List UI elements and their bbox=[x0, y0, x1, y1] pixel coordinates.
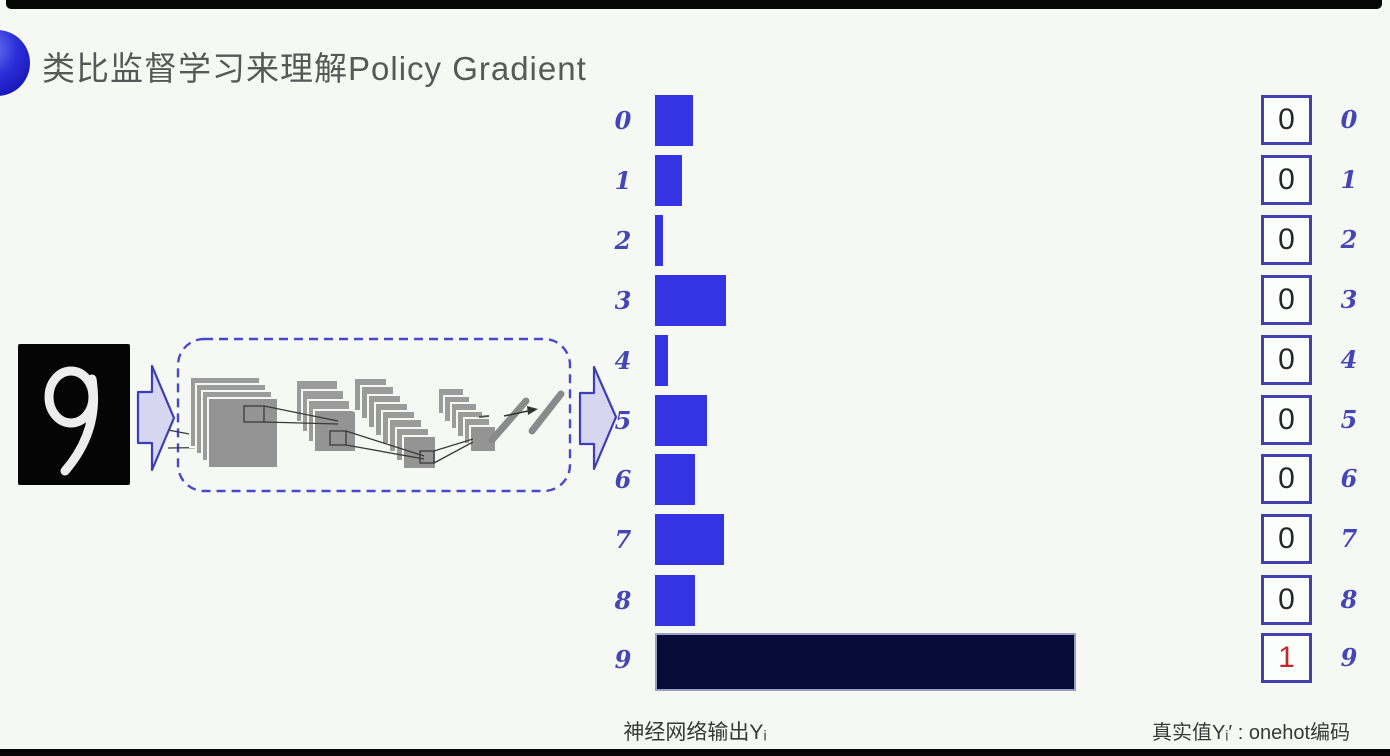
dense-arrow-icon bbox=[527, 406, 538, 415]
onehot-category-label-7: 7 bbox=[1340, 524, 1358, 553]
onehot-value-9: 1 bbox=[1278, 641, 1295, 674]
cnn-dashed-border bbox=[176, 337, 572, 493]
onehot-category-label-9: 9 bbox=[1340, 643, 1358, 672]
output-bar-8 bbox=[655, 575, 695, 626]
onehot-box-4: 0 bbox=[1261, 335, 1312, 385]
onehot-box-8: 0 bbox=[1261, 575, 1312, 625]
output-bar-7 bbox=[655, 514, 724, 565]
onehot-box-0: 0 bbox=[1261, 95, 1312, 145]
conv-stack-1 bbox=[189, 376, 279, 469]
onehot-category-label-3: 3 bbox=[1340, 285, 1358, 314]
kernel-connector-lines bbox=[243, 405, 474, 464]
onehot-category-label-8: 8 bbox=[1340, 585, 1358, 614]
onehot-category-label-0: 0 bbox=[1340, 105, 1358, 134]
conv-stack-4 bbox=[437, 387, 497, 453]
bottom-frame-bar bbox=[0, 749, 1390, 756]
onehot-value-3: 0 bbox=[1278, 283, 1295, 316]
dense-layers bbox=[478, 390, 565, 444]
onehot-category-label-4: 4 bbox=[1340, 345, 1358, 374]
bar-category-label-9: 9 bbox=[614, 645, 632, 674]
input-arrow-icon bbox=[136, 364, 176, 472]
output-bar-3 bbox=[655, 275, 726, 326]
onehot-category-label-1: 1 bbox=[1340, 165, 1358, 194]
onehot-value-2: 0 bbox=[1278, 223, 1295, 256]
bar-category-label-2: 2 bbox=[614, 226, 632, 255]
onehot-box-1: 0 bbox=[1261, 155, 1312, 205]
bar-category-label-1: 1 bbox=[614, 166, 632, 195]
onehot-box-3: 0 bbox=[1261, 275, 1312, 325]
output-bar-2 bbox=[655, 215, 663, 266]
onehot-value-1: 0 bbox=[1278, 163, 1295, 196]
cnn-diagram bbox=[167, 337, 572, 493]
onehot-box-2: 0 bbox=[1261, 215, 1312, 265]
output-bar-6 bbox=[655, 454, 695, 505]
output-bar-0 bbox=[655, 95, 693, 146]
output-bar-9 bbox=[655, 633, 1076, 691]
onehot-category-label-5: 5 bbox=[1340, 405, 1358, 434]
onehot-value-4: 0 bbox=[1278, 343, 1295, 376]
onehot-value-7: 0 bbox=[1278, 522, 1295, 555]
bar-category-label-7: 7 bbox=[614, 525, 632, 554]
top-frame-bar bbox=[6, 0, 1382, 9]
onehot-box-7: 0 bbox=[1261, 514, 1312, 564]
onehot-caption: 真实值Yᵢ′ : onehot编码 bbox=[1151, 722, 1351, 744]
onehot-box-9: 1 bbox=[1261, 633, 1312, 683]
page-title: 类比监督学习来理解Policy Gradient bbox=[42, 50, 587, 87]
bar-category-label-3: 3 bbox=[614, 286, 632, 315]
onehot-value-6: 0 bbox=[1278, 462, 1295, 495]
output-arrow-icon bbox=[578, 365, 618, 471]
output-bar-1 bbox=[655, 155, 682, 206]
bar-category-label-8: 8 bbox=[614, 586, 632, 615]
output-bar-4 bbox=[655, 335, 668, 386]
onehot-value-5: 0 bbox=[1278, 403, 1295, 436]
onehot-category-label-2: 2 bbox=[1340, 225, 1358, 254]
onehot-box-6: 0 bbox=[1261, 454, 1312, 504]
bar-category-label-4: 4 bbox=[614, 346, 632, 375]
bar-category-label-0: 0 bbox=[614, 106, 632, 135]
bar-category-label-6: 6 bbox=[614, 465, 632, 494]
output-bar-5 bbox=[655, 395, 707, 446]
onehot-box-5: 0 bbox=[1261, 395, 1312, 445]
onehot-value-0: 0 bbox=[1278, 103, 1295, 136]
bar-category-label-5: 5 bbox=[614, 406, 632, 435]
network-output-caption: 神经网络输出Yᵢ bbox=[623, 721, 767, 744]
mnist-digit-image bbox=[18, 344, 130, 485]
onehot-value-8: 0 bbox=[1278, 583, 1295, 616]
onehot-category-label-6: 6 bbox=[1340, 464, 1358, 493]
